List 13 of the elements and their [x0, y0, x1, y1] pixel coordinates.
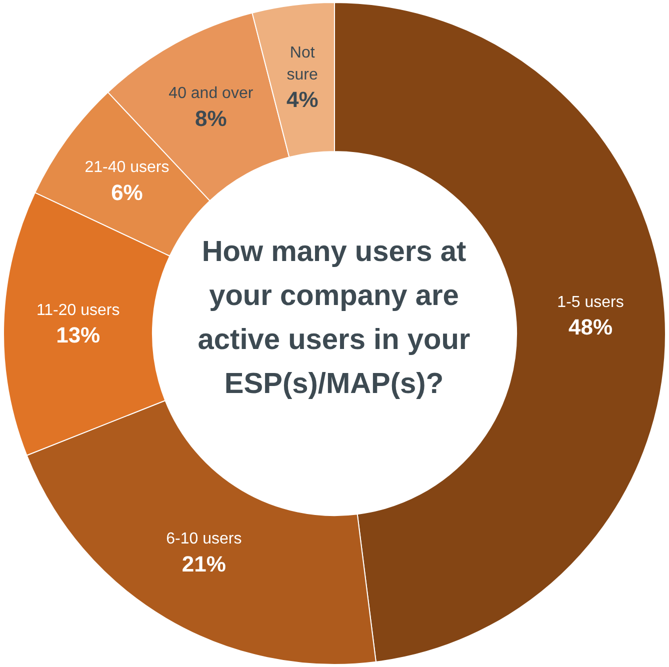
- slice-label: 6-10 users: [166, 530, 242, 548]
- slice-label: 21-40 users: [84, 159, 170, 176]
- slice-label: 11-20 users: [36, 302, 120, 319]
- data-label: 8%: [195, 106, 227, 131]
- data-label: 4%: [286, 87, 318, 112]
- data-label: 48%: [568, 314, 613, 340]
- slice-label: 1-5 users: [557, 294, 624, 311]
- text: How many users at your company are active users in your ESP(s)/MAP(s)?: [196, 235, 472, 402]
- data-label: 6%: [111, 180, 143, 205]
- data-label: 13%: [56, 322, 100, 348]
- data-label: 21%: [182, 551, 226, 576]
- slice-label: 40 and over: [168, 85, 254, 102]
- slice-label: Not sure: [286, 44, 318, 84]
